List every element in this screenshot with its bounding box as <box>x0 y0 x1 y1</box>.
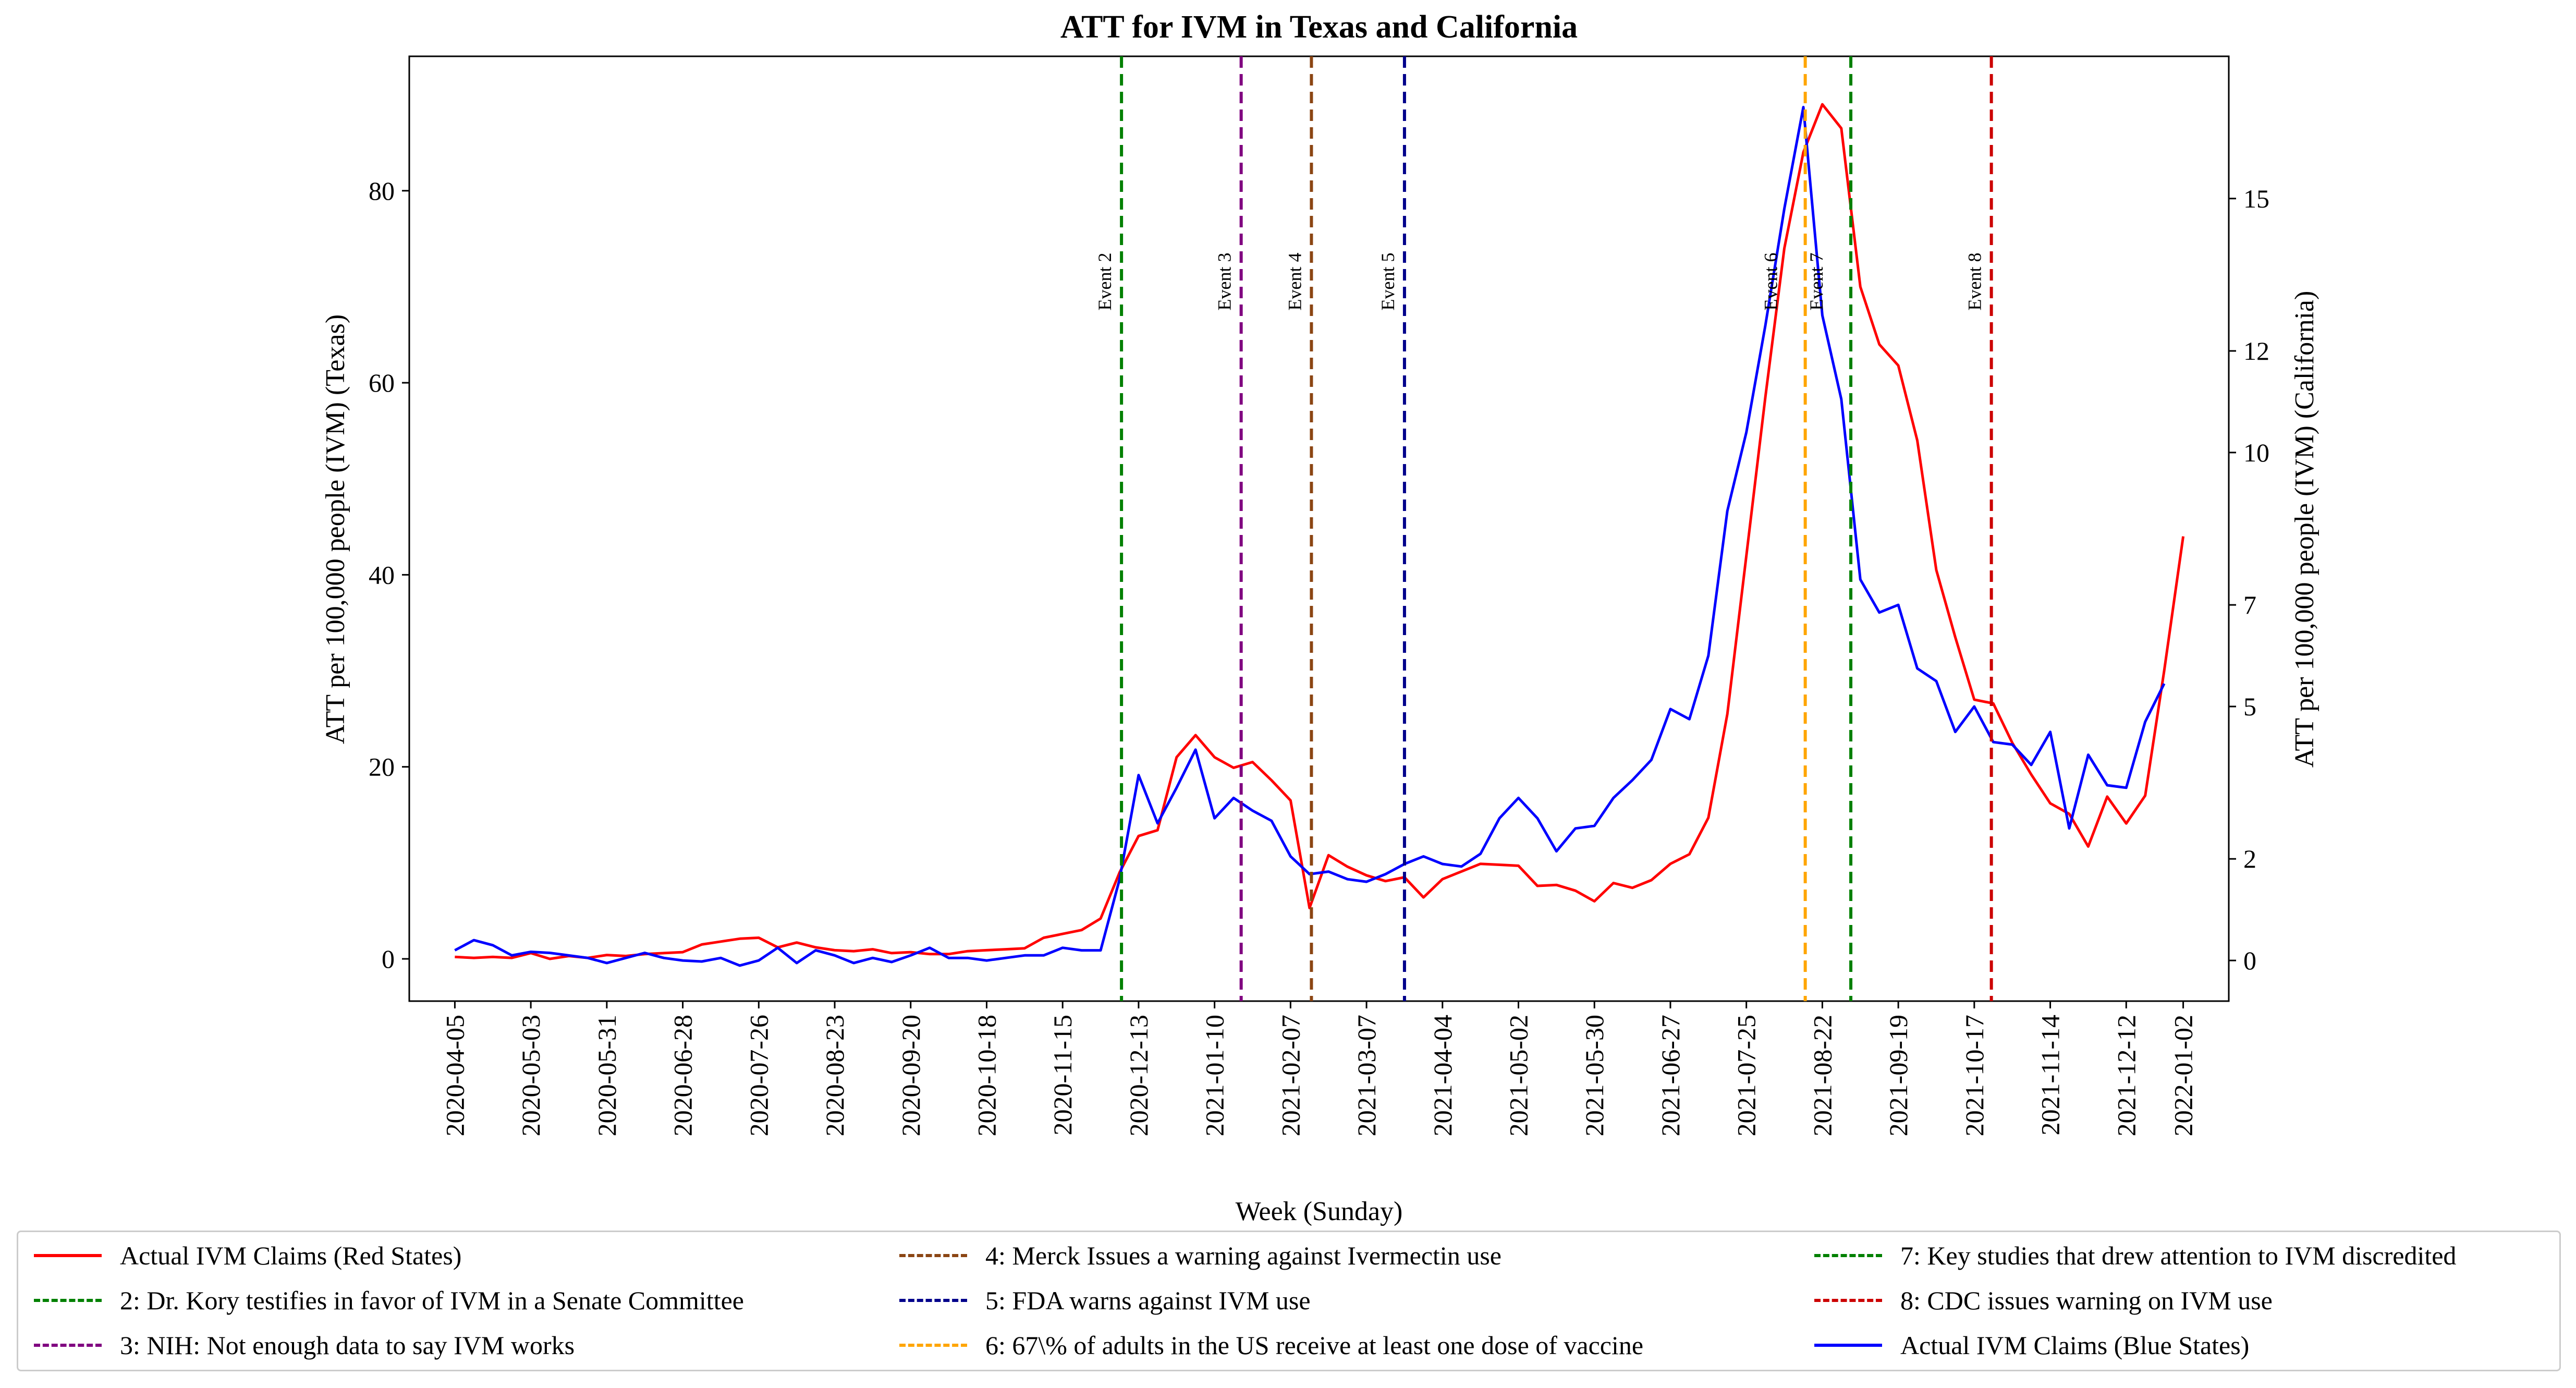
x-tick-label: 2020-06-28 <box>668 1015 698 1136</box>
legend-label: 7: Key studies that drew attention to IV… <box>1900 1241 2457 1270</box>
legend-swatch <box>34 1299 102 1302</box>
legend-item: 2: Dr. Kory testifies in favor of IVM in… <box>34 1282 744 1319</box>
legend-swatch <box>899 1299 967 1302</box>
legend-swatch <box>1814 1254 1882 1257</box>
legend-item: 8: CDC issues warning on IVM use <box>1814 1282 2273 1319</box>
event-label: Event 8 <box>1964 253 1985 311</box>
event-label: Event 6 <box>1761 253 1781 311</box>
legend-label: Actual IVM Claims (Red States) <box>120 1241 462 1270</box>
plot-frame <box>408 55 2230 1002</box>
y-right-tick-label: 10 <box>2243 438 2269 467</box>
x-tick-label: 2022-01-02 <box>2169 1015 2198 1136</box>
event-label: Event 7 <box>1806 253 1827 311</box>
series-line-red-states <box>455 103 2185 960</box>
legend: Actual IVM Claims (Red States) 2: Dr. Ko… <box>17 1231 2561 1371</box>
x-tick-label: 2021-11-14 <box>2036 1015 2065 1135</box>
legend-swatch <box>899 1344 967 1347</box>
y-left-tick-label: 20 <box>369 752 395 782</box>
legend-item: 3: NIH: Not enough data to say IVM works <box>34 1327 575 1363</box>
x-axis-label: Week (Sunday) <box>1236 1197 1403 1226</box>
x-tick-label: 2021-08-22 <box>1808 1015 1837 1136</box>
event-label: Event 4 <box>1284 253 1305 311</box>
legend-item: 4: Merck Issues a warning against Iverme… <box>899 1237 1501 1274</box>
x-tick-label: 2020-12-13 <box>1124 1015 1153 1136</box>
legend-label: 8: CDC issues warning on IVM use <box>1900 1286 2273 1315</box>
event-label: Event 5 <box>1377 253 1398 311</box>
x-tick-label: 2020-09-20 <box>896 1015 925 1136</box>
x-tick-label: 2021-05-30 <box>1580 1015 1609 1136</box>
y-right-tick-label: 12 <box>2243 336 2269 366</box>
x-tick-label: 2021-01-10 <box>1200 1015 1229 1136</box>
y-left-tick-label: 80 <box>369 176 395 205</box>
legend-item: 7: Key studies that drew attention to IV… <box>1814 1237 2456 1274</box>
legend-label: Actual IVM Claims (Blue States) <box>1900 1331 2250 1360</box>
legend-swatch <box>899 1254 967 1257</box>
x-tick-label: 2021-02-07 <box>1276 1015 1305 1136</box>
legend-swatch <box>1814 1299 1882 1302</box>
x-tick-label: 2021-06-27 <box>1656 1015 1685 1136</box>
legend-item: Actual IVM Claims (Red States) <box>34 1237 461 1274</box>
legend-label: 6: 67\% of adults in the US receive at l… <box>985 1331 1644 1360</box>
x-tick-label: 2021-05-02 <box>1504 1015 1533 1136</box>
x-tick-label: 2021-09-19 <box>1884 1015 1913 1136</box>
legend-swatch <box>1814 1344 1882 1347</box>
y-axis-label-right: ATT per 100,000 people (IVM) (California… <box>2290 291 2319 768</box>
legend-item: 5: FDA warns against IVM use <box>899 1282 1311 1319</box>
x-tick-label: 2021-12-12 <box>2111 1015 2141 1136</box>
event-label: Event 3 <box>1214 253 1235 311</box>
legend-swatch <box>34 1254 102 1257</box>
x-tick-label: 2020-10-18 <box>972 1015 1001 1136</box>
y-right-tick-label: 0 <box>2243 946 2256 975</box>
legend-label: 4: Merck Issues a warning against Iverme… <box>985 1241 1501 1270</box>
legend-item: 6: 67\% of adults in the US receive at l… <box>899 1327 1643 1363</box>
plot-area: 2020-04-05 2020-05-03 2020-05-31 2020-06-28… <box>369 55 2269 1136</box>
y-right-tick-label: 5 <box>2243 692 2256 721</box>
legend-swatch <box>34 1344 102 1347</box>
legend-item: Actual IVM Claims (Blue States) <box>1814 1327 2249 1363</box>
chart-title: ATT for IVM in Texas and California <box>1060 9 1578 45</box>
y-right-tick-label: 2 <box>2243 844 2256 873</box>
legend-label: 2: Dr. Kory testifies in favor of IVM in… <box>120 1286 744 1315</box>
x-tick-label: 2021-10-17 <box>1960 1015 1989 1136</box>
x-tick-label: 2020-05-03 <box>516 1015 545 1136</box>
y-left-tick-label: 0 <box>382 944 395 973</box>
y-right-tick-label: 15 <box>2243 184 2269 213</box>
x-tick-label: 2020-11-15 <box>1048 1015 1077 1135</box>
x-tick-label: 2020-05-31 <box>592 1015 621 1136</box>
y-left-tick-label: 60 <box>369 368 395 397</box>
x-tick-label: 2021-07-25 <box>1732 1015 1761 1136</box>
x-tick-label: 2020-08-23 <box>820 1015 849 1136</box>
series-line-blue-states <box>454 105 2166 967</box>
legend-label: 5: FDA warns against IVM use <box>985 1286 1311 1315</box>
event-label: Event 2 <box>1094 253 1115 311</box>
y-axis-label-left: ATT per 100,000 people (IVM) (Texas) <box>321 314 350 744</box>
y-left-tick-label: 40 <box>369 560 395 589</box>
x-tick-label: 2020-04-05 <box>440 1015 469 1136</box>
x-tick-label: 2021-04-04 <box>1428 1015 1457 1136</box>
y-right-tick-label: 7 <box>2243 590 2256 619</box>
x-tick-label: 2020-07-26 <box>744 1015 773 1136</box>
x-tick-label: 2021-03-07 <box>1352 1015 1381 1136</box>
legend-label: 3: NIH: Not enough data to say IVM works <box>120 1331 575 1360</box>
